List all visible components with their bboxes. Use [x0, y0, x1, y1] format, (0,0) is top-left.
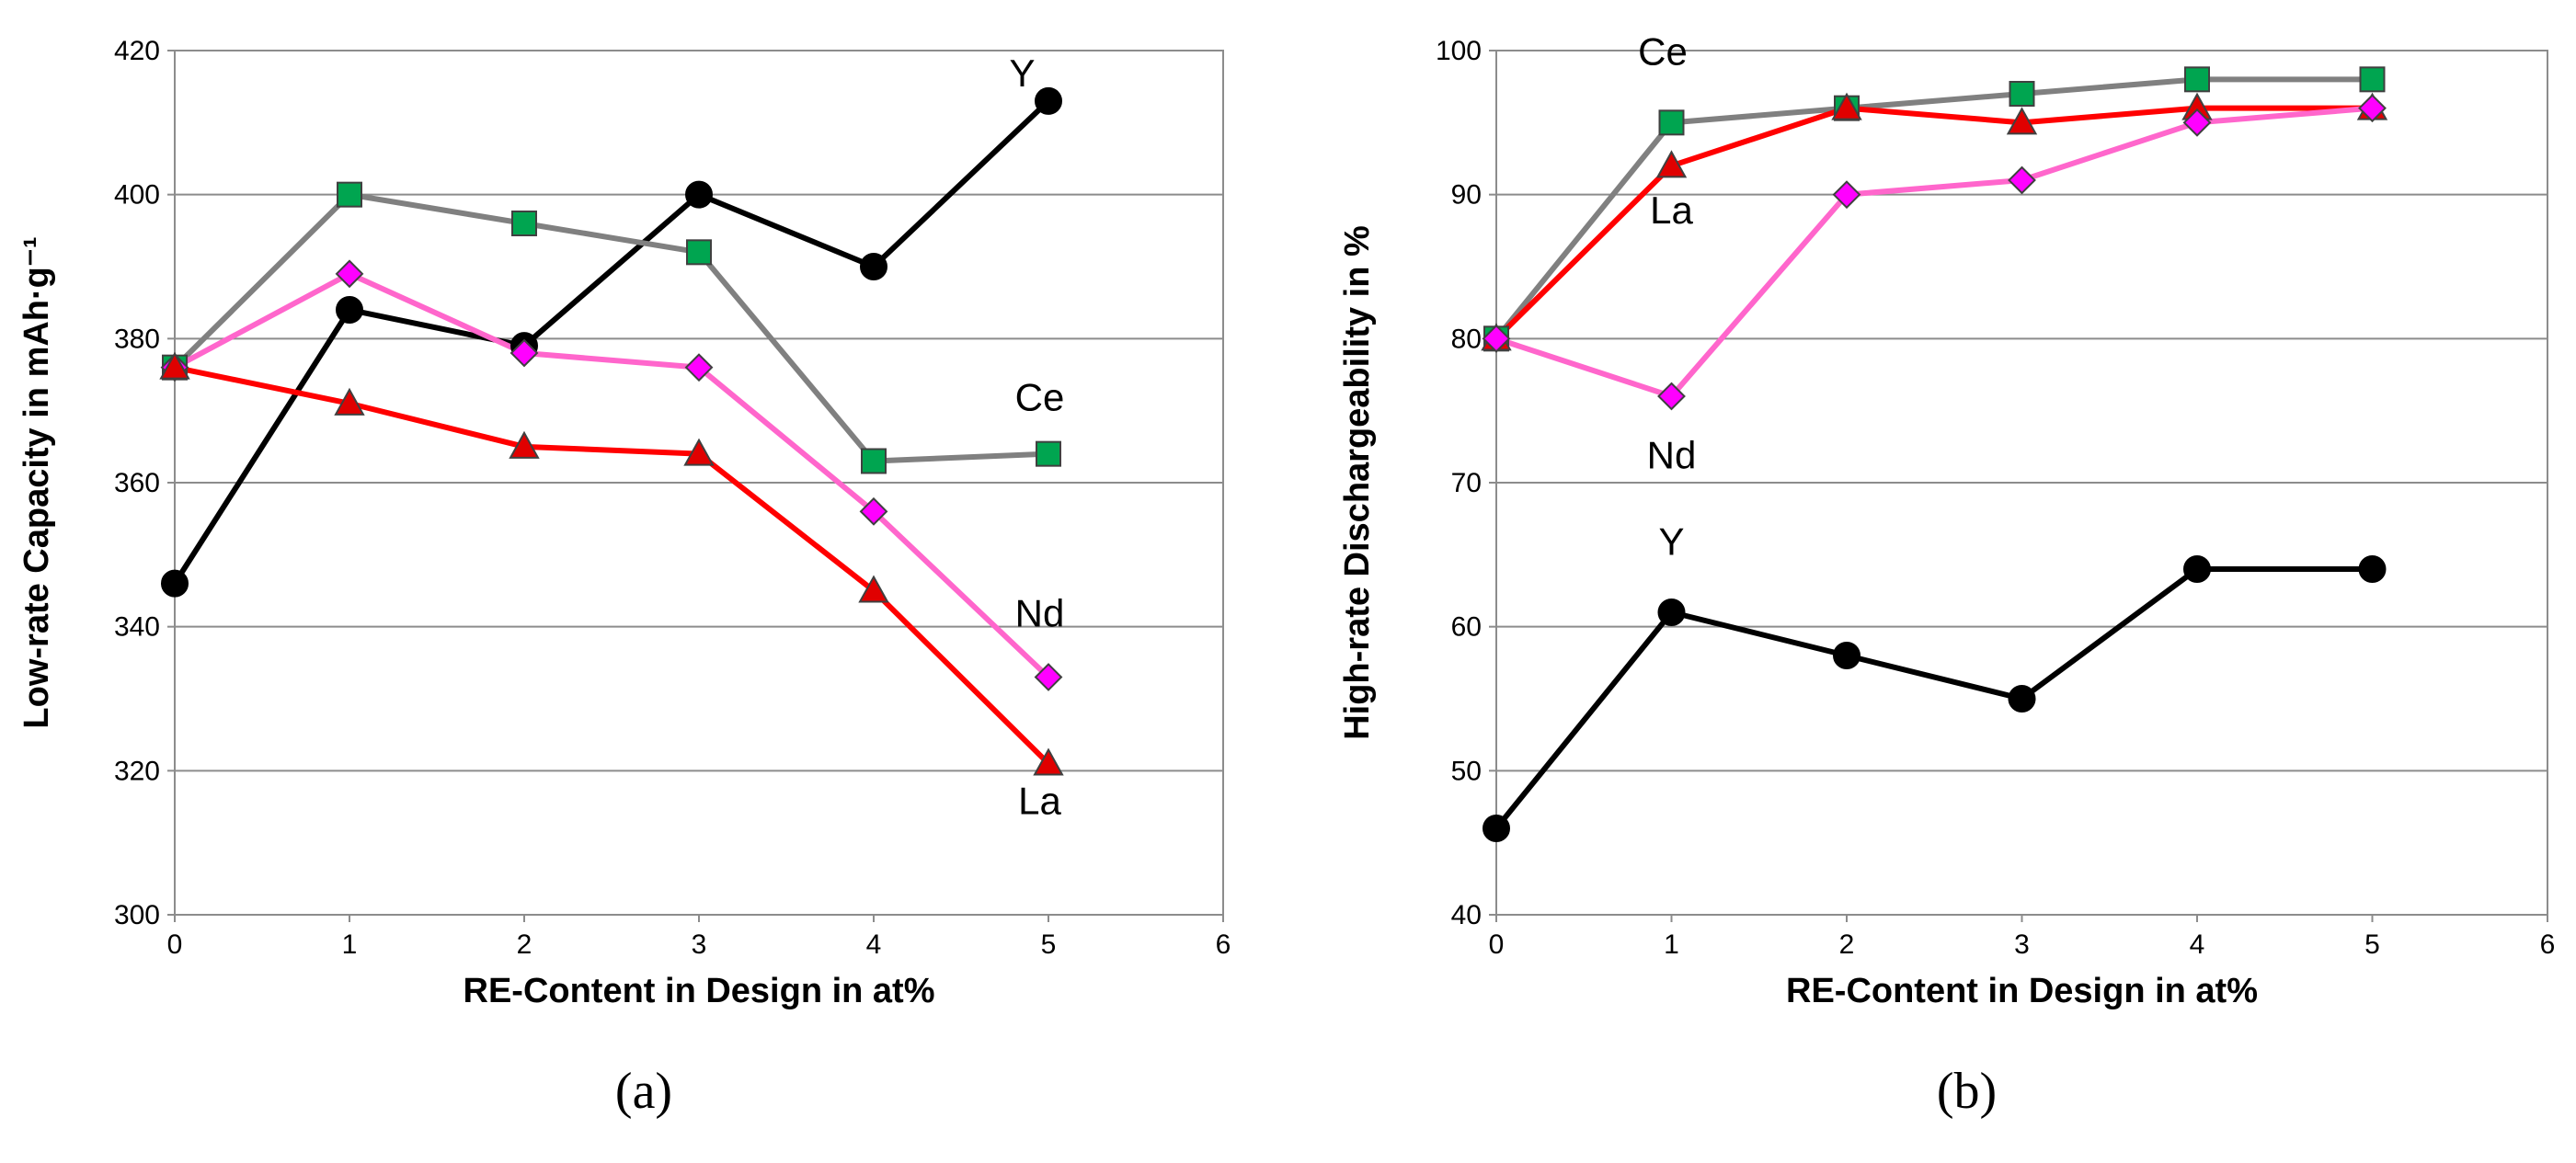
y-tick-label: 60 [1451, 612, 1482, 643]
data-point-y [685, 180, 713, 209]
y-tick-label: 400 [114, 180, 160, 211]
x-tick-label: 2 [517, 929, 532, 960]
series-label-y: Y [1009, 51, 1035, 95]
x-tick-label: 4 [866, 929, 882, 960]
series-line-ce [1494, 76, 2373, 341]
x-tick-label: 3 [2014, 929, 2030, 960]
y-tick-label: 70 [1451, 468, 1482, 498]
data-point-ce [2009, 81, 2035, 107]
data-point-la [509, 430, 540, 459]
x-tick-label: 6 [1216, 929, 1231, 960]
x-tick-label: 4 [2190, 929, 2205, 960]
data-point-ce [337, 181, 362, 208]
data-point-y [1035, 86, 1062, 115]
series-label-ce: Ce [1638, 30, 1688, 74]
x-tick-label: 0 [167, 929, 183, 960]
y-tick-label: 100 [1436, 36, 1482, 66]
data-point-y [2183, 555, 2211, 583]
plot-area-frame [174, 50, 1224, 916]
data-point-nd [1657, 382, 1686, 411]
data-point-la [1831, 92, 1862, 120]
chart-panel-b: 40 50 60 70 80 90 100 0 1 2 3 4 5 6 Ce La Nd Y RE-Content … [1338, 30, 2555, 1120]
y-axis-title: High-rate Dischargeability in % [1338, 225, 1377, 740]
data-point-nd [1832, 180, 1861, 210]
data-point-y [860, 253, 887, 280]
y-tick-label: 50 [1451, 756, 1482, 786]
chart-panel-a: 300 320 340 360 380 400 420 0 1 2 3 4 5 6 Y Ce Nd La RE-Co… [17, 36, 1231, 1120]
series-line-nd [1495, 105, 2373, 399]
y-tick-label: 300 [114, 900, 160, 930]
plot-area-frame [1495, 50, 2548, 916]
y-tick-label: 380 [114, 324, 160, 354]
series-label-nd: Nd [1015, 592, 1065, 635]
data-point-ce [1658, 109, 1685, 136]
series-line-y [1494, 566, 2373, 830]
data-point-nd [1482, 324, 1511, 353]
data-point-y [1657, 599, 1686, 626]
data-point-y [1833, 642, 1860, 669]
series-line-la [174, 364, 1051, 766]
x-tick-label: 5 [1041, 929, 1057, 960]
x-tick-label: 2 [1839, 929, 1855, 960]
data-point-ce [2359, 66, 2386, 93]
data-point-nd [859, 496, 888, 526]
y-tick-label: 80 [1451, 324, 1482, 354]
y-tick-label: 320 [114, 756, 160, 786]
data-point-nd [2182, 108, 2212, 137]
x-tick-label: 1 [342, 929, 358, 960]
x-axis-title: RE-Content in Design in at% [464, 972, 935, 1010]
data-point-nd [2008, 165, 2036, 195]
series-label-ce: Ce [1015, 376, 1065, 419]
series-line-ce [172, 191, 1049, 464]
data-point-nd [335, 259, 364, 289]
x-tick-label: 1 [1664, 929, 1679, 960]
data-point-nd [2358, 94, 2387, 123]
series-label-la: La [1650, 188, 1693, 232]
data-point-la [1033, 747, 1064, 776]
data-point-la [683, 438, 715, 466]
data-point-ce [1036, 440, 1061, 467]
data-point-ce [2184, 66, 2210, 93]
series-label-nd: Nd [1647, 433, 1697, 476]
series-label-la: La [1018, 779, 1061, 822]
data-point-y [1483, 815, 1510, 842]
y-tick-label: 90 [1451, 180, 1482, 211]
data-point-la [858, 575, 889, 603]
series-label-y: Y [1658, 519, 1684, 563]
data-point-ce [861, 448, 887, 474]
series-line-y [172, 98, 1051, 586]
data-point-nd [684, 353, 714, 382]
x-tick-label: 5 [2364, 929, 2380, 960]
series-line-nd [173, 270, 1051, 679]
data-point-nd [509, 338, 539, 368]
series-line-la [1494, 105, 2373, 341]
y-tick-label: 340 [114, 612, 160, 643]
y-axis-title: Low-rate Capacity in mAh·g⁻¹ [17, 236, 56, 728]
data-point-y [2008, 685, 2036, 713]
data-point-la [159, 351, 190, 380]
panel-label: (a) [615, 1063, 672, 1120]
y-tick-label: 40 [1451, 900, 1482, 930]
data-point-y [2358, 555, 2387, 583]
data-point-nd [1034, 663, 1063, 691]
x-axis-title: RE-Content in Design in at% [1786, 972, 2258, 1010]
data-point-la [1655, 150, 1688, 178]
data-point-la [334, 387, 365, 416]
data-point-y [161, 569, 189, 598]
data-point-ce [511, 211, 537, 236]
data-point-la [2006, 107, 2038, 135]
x-tick-label: 6 [2540, 929, 2556, 960]
y-tick-label: 360 [114, 468, 160, 498]
x-tick-label: 0 [1489, 929, 1505, 960]
panel-label: (b) [1937, 1063, 1997, 1120]
data-point-ce [686, 239, 712, 266]
x-tick-label: 3 [692, 929, 707, 960]
data-point-y [336, 296, 363, 324]
y-tick-label: 420 [114, 36, 160, 66]
